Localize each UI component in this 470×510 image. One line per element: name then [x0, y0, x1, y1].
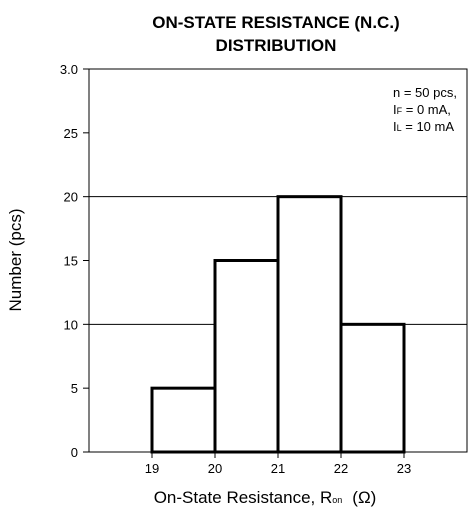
y-tick-label: 5 [71, 381, 78, 396]
y-tick-label: 15 [64, 254, 78, 269]
x-tick-label: 22 [334, 461, 348, 476]
x-axis-label: On-State Resistance, Ron (Ω) [154, 488, 377, 507]
y-tick-label: 10 [64, 317, 78, 332]
histogram-bar-4 [339, 322, 406, 454]
x-axis-label-subscript: on [332, 495, 342, 505]
y-axis-ticks: 0 5 10 15 20 25 3.0 [60, 62, 89, 460]
y-tick-label: 25 [64, 126, 78, 141]
histogram-bar-1 [150, 386, 217, 454]
x-axis-ticks: 19 20 21 22 23 [145, 452, 411, 476]
annotation-line-1: n = 50 pcs, [393, 85, 457, 100]
chart-title-line-1: ON-STATE RESISTANCE (N.C.) [152, 13, 399, 32]
x-axis-label-main: On-State Resistance, R [154, 488, 333, 507]
y-axis-label: Number (pcs) [6, 209, 25, 312]
x-tick-label: 21 [271, 461, 285, 476]
y-tick-label: 20 [64, 190, 78, 205]
chart-title-line-2: DISTRIBUTION [216, 36, 337, 55]
y-tick-label: 3.0 [60, 62, 78, 77]
x-axis-label-unit: (Ω) [352, 488, 376, 507]
histogram-bars [150, 195, 406, 454]
annotation-line-3: IL = 10 mA [393, 119, 454, 134]
x-tick-label: 20 [208, 461, 222, 476]
histogram-bar-2 [213, 259, 280, 454]
y-tick-label: 0 [71, 445, 78, 460]
histogram-bar-3 [276, 195, 343, 454]
legend-annotation: n = 50 pcs, IF = 0 mA, IL = 10 mA [393, 85, 457, 134]
x-tick-label: 19 [145, 461, 159, 476]
annotation-line-2: IF = 0 mA, [393, 102, 451, 117]
x-tick-label: 23 [397, 461, 411, 476]
